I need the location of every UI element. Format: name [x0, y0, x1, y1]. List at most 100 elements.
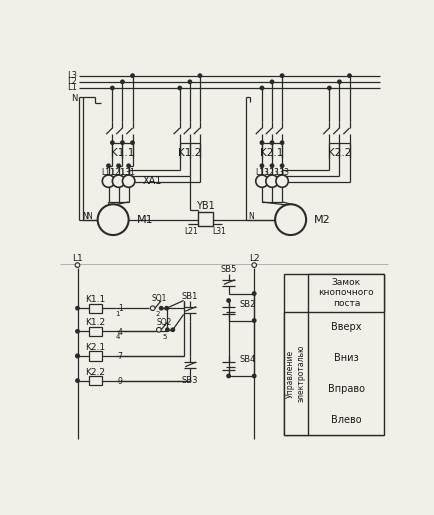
Text: L31: L31	[212, 227, 226, 236]
Bar	[89, 376, 102, 385]
Circle shape	[348, 74, 351, 77]
Text: 4: 4	[118, 328, 123, 337]
Circle shape	[280, 164, 284, 167]
Bar	[309, 273, 385, 312]
Circle shape	[260, 141, 264, 144]
Circle shape	[280, 141, 284, 144]
Text: K2.1: K2.1	[85, 343, 105, 352]
Text: 7: 7	[118, 352, 123, 361]
Circle shape	[270, 80, 274, 83]
Circle shape	[227, 374, 230, 377]
Circle shape	[198, 74, 202, 77]
Text: SQ1: SQ1	[152, 295, 168, 303]
Text: SB1: SB1	[182, 292, 198, 301]
Text: L23: L23	[265, 168, 279, 177]
Circle shape	[275, 204, 306, 235]
Text: L33: L33	[275, 168, 289, 177]
Text: Замок
кнопочного
поста: Замок кнопочного поста	[319, 278, 374, 307]
Circle shape	[280, 74, 284, 77]
Text: XA1: XA1	[143, 176, 162, 186]
Text: N: N	[82, 212, 88, 221]
Text: K1.1: K1.1	[85, 295, 105, 304]
Text: Вниз: Вниз	[334, 353, 359, 363]
Circle shape	[111, 87, 114, 90]
Circle shape	[76, 354, 79, 357]
Circle shape	[76, 354, 79, 357]
Text: L11: L11	[102, 168, 115, 177]
Circle shape	[75, 263, 80, 267]
Circle shape	[150, 306, 155, 311]
Circle shape	[127, 164, 130, 167]
Circle shape	[270, 164, 274, 167]
Text: K1.2: K1.2	[178, 148, 201, 158]
Circle shape	[111, 141, 114, 144]
Circle shape	[338, 80, 341, 83]
Circle shape	[117, 164, 120, 167]
Text: SB3: SB3	[181, 376, 198, 385]
Bar	[89, 303, 102, 313]
Circle shape	[131, 141, 134, 144]
Text: L21: L21	[112, 168, 125, 177]
Text: L2: L2	[249, 254, 260, 263]
Text: 5: 5	[162, 334, 167, 340]
Circle shape	[178, 87, 181, 90]
Text: Вправо: Вправо	[328, 384, 365, 394]
Bar	[284, 312, 309, 435]
Text: L2: L2	[68, 77, 78, 87]
Circle shape	[112, 175, 125, 187]
Circle shape	[98, 204, 128, 235]
Bar	[197, 212, 213, 226]
Circle shape	[266, 175, 278, 187]
Circle shape	[121, 141, 124, 144]
Circle shape	[227, 299, 230, 302]
Circle shape	[122, 175, 135, 187]
Text: N: N	[71, 94, 78, 104]
Circle shape	[253, 319, 256, 322]
Text: 1: 1	[115, 312, 120, 317]
Circle shape	[188, 80, 191, 83]
Circle shape	[260, 87, 264, 90]
Bar	[89, 351, 102, 360]
Circle shape	[102, 175, 115, 187]
Text: M1: M1	[136, 215, 153, 225]
Text: 1: 1	[118, 304, 122, 314]
Text: 9: 9	[118, 377, 123, 386]
Circle shape	[328, 87, 331, 90]
Circle shape	[76, 306, 79, 310]
Text: K1.1: K1.1	[111, 148, 134, 158]
Text: K2.2: K2.2	[328, 148, 351, 158]
Circle shape	[166, 328, 169, 332]
Text: L3: L3	[68, 71, 78, 80]
Bar	[284, 273, 385, 435]
Text: Влево: Влево	[331, 415, 362, 425]
Text: 2: 2	[156, 312, 160, 317]
Text: M2: M2	[314, 215, 331, 225]
Circle shape	[276, 175, 288, 187]
Text: 4: 4	[115, 334, 120, 340]
Circle shape	[171, 328, 174, 332]
Text: L13: L13	[255, 168, 269, 177]
Bar	[89, 327, 102, 336]
Circle shape	[256, 175, 268, 187]
Circle shape	[159, 306, 163, 310]
Text: L21: L21	[184, 227, 198, 236]
Text: N: N	[248, 212, 254, 221]
Text: Управление
электроталью: Управление электроталью	[286, 345, 306, 402]
Text: L1: L1	[68, 83, 78, 93]
Circle shape	[121, 80, 124, 83]
Text: K2.2: K2.2	[85, 368, 105, 376]
Circle shape	[165, 306, 168, 310]
Text: L1: L1	[72, 254, 83, 263]
Text: SB5: SB5	[220, 265, 237, 274]
Text: YB1: YB1	[196, 201, 215, 211]
Circle shape	[252, 263, 256, 267]
Text: N: N	[86, 212, 92, 221]
Text: SB4: SB4	[240, 355, 256, 364]
Circle shape	[253, 374, 256, 377]
Circle shape	[131, 74, 134, 77]
Circle shape	[260, 164, 264, 167]
Circle shape	[107, 164, 110, 167]
Text: SB2: SB2	[240, 300, 256, 309]
Text: L31: L31	[122, 168, 135, 177]
Circle shape	[253, 292, 256, 295]
